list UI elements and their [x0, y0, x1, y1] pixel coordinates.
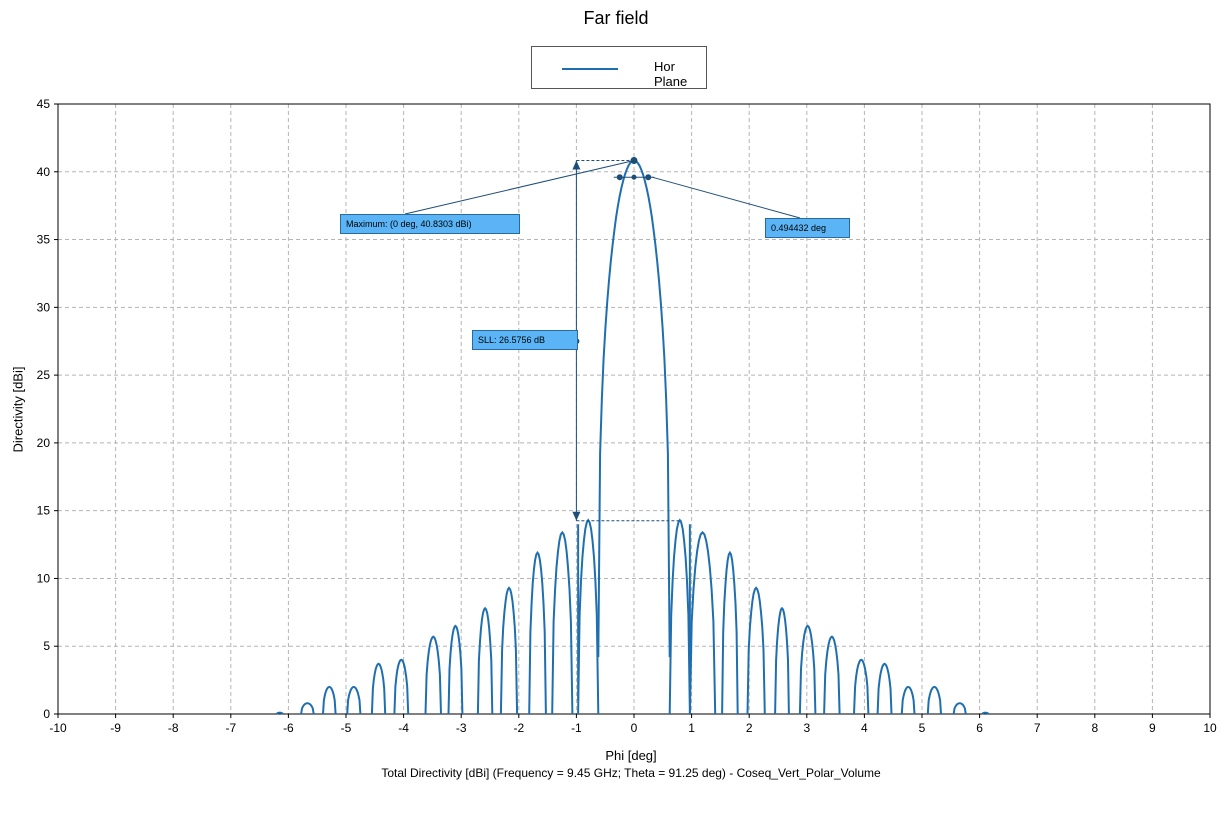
beamwidth-marker-center: [631, 174, 637, 180]
side-lobe-line: [774, 606, 790, 715]
beamwidth-marker-right: [645, 174, 652, 181]
x-axis-label: Phi [deg]: [605, 748, 657, 763]
y-tick-label: 35: [37, 233, 51, 247]
y-tick-label: 0: [43, 707, 50, 721]
y-axis-label: Directivity [dBi]: [10, 366, 26, 453]
side-lobe-line: [393, 658, 410, 715]
plot-frame: [57, 103, 1211, 715]
side-lobe-line: [876, 662, 893, 715]
side-lobe-line: [370, 662, 387, 715]
x-tick-label: 0: [631, 721, 638, 735]
side-lobe-line: [900, 685, 916, 715]
side-lobe-line: [551, 530, 574, 715]
side-lobe-line: [823, 635, 841, 715]
side-lobe-line: [276, 711, 284, 715]
side-lobe-line: [668, 518, 691, 715]
x-tick-label: 6: [976, 721, 983, 735]
side-lobe-line: [746, 586, 766, 715]
y-tick-label: 20: [37, 436, 51, 450]
y-tick-label: 45: [37, 97, 51, 111]
side-lobe-line: [853, 658, 870, 715]
x-tick-label: -8: [168, 721, 179, 735]
side-lobe-line: [688, 530, 717, 715]
side-lobe-line: [528, 550, 547, 715]
x-tick-label: 3: [803, 721, 810, 735]
x-tick-label: 4: [861, 721, 868, 735]
y-tick-label: 25: [37, 368, 51, 382]
maximum-callout[interactable]: Maximum: (0 deg, 40.8303 dBi): [340, 214, 520, 234]
x-tick-label: 1: [688, 721, 695, 735]
sll-arrow-head-bottom: [572, 511, 581, 521]
y-tick-label: 5: [43, 639, 50, 653]
maximum-leader-line: [404, 160, 635, 215]
y-tick-label: 10: [37, 571, 51, 585]
x-tick-label: 5: [919, 721, 926, 735]
y-tick-label: 15: [37, 504, 51, 518]
side-lobe-line: [424, 635, 442, 715]
x-tick-label: 7: [1034, 721, 1041, 735]
side-lobe-line: [952, 702, 967, 715]
side-lobe-line: [447, 624, 464, 715]
side-lobe-line: [499, 586, 519, 715]
x-tick-label: -4: [398, 721, 409, 735]
side-lobe-line: [577, 518, 600, 715]
x-tick-label: -3: [456, 721, 467, 735]
chart-title: Far field: [583, 8, 649, 28]
sll-callout[interactable]: SLL: 26.5756 dB: [472, 330, 578, 350]
beamwidth-callout[interactable]: 0.494432 deg: [765, 218, 850, 238]
sll-arrow-head-top: [572, 160, 581, 170]
x-tick-label: 10: [1203, 721, 1217, 735]
x-tick-label: -5: [341, 721, 352, 735]
x-tick-label: -10: [49, 721, 67, 735]
x-tick-label: -2: [513, 721, 524, 735]
legend-label-hor-plane: Hor Plane: [654, 59, 688, 89]
x-tick-label: -7: [225, 721, 236, 735]
legend-swatch-hor-plane: [562, 68, 618, 70]
x-tick-label: 8: [1091, 721, 1098, 735]
side-lobe-line: [322, 685, 337, 715]
x-tick-label: -6: [283, 721, 294, 735]
side-lobe-line: [476, 606, 494, 715]
side-lobe-line: [981, 711, 990, 715]
side-lobe-line: [926, 685, 942, 715]
x-tick-label: 9: [1149, 721, 1156, 735]
side-lobe-line: [300, 702, 315, 715]
beamwidth-leader-line: [652, 176, 801, 219]
x-tick-label: -1: [571, 721, 582, 735]
y-tick-label: 30: [37, 300, 51, 314]
side-lobe-line: [721, 550, 739, 715]
y-tick-label: 40: [37, 165, 51, 179]
beamwidth-marker-left: [616, 174, 623, 181]
side-lobe-line: [798, 624, 817, 715]
side-lobe-line: [346, 685, 362, 715]
chart-caption: Total Directivity [dBi] (Frequency = 9.4…: [381, 766, 881, 780]
legend: Hor Plane: [531, 46, 707, 89]
x-tick-label: 2: [746, 721, 753, 735]
x-tick-label: -9: [110, 721, 121, 735]
